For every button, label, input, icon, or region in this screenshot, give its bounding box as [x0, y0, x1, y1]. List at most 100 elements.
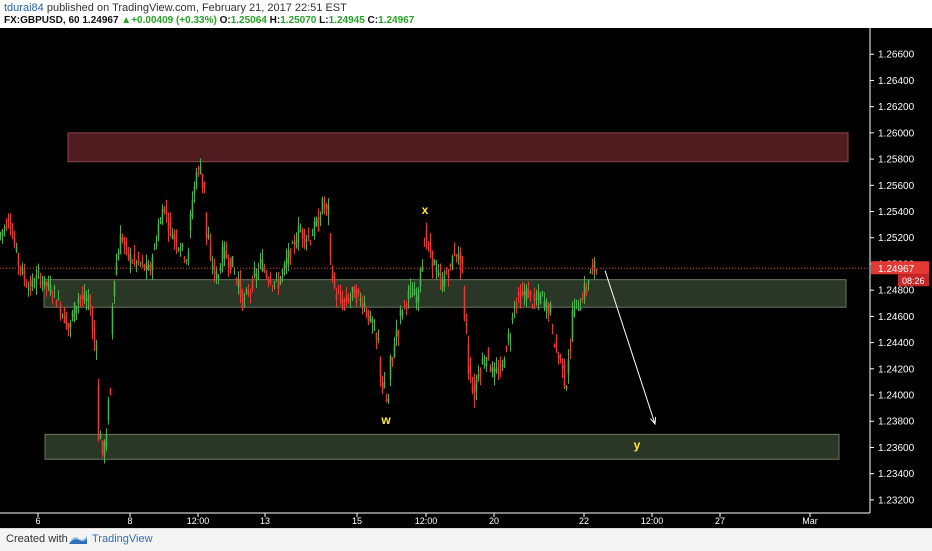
candle — [347, 293, 350, 304]
tradingview-brand-link[interactable]: TradingView — [92, 533, 153, 545]
projection-arrow[interactable] — [604, 270, 656, 425]
candle — [457, 246, 460, 265]
y-tick-label: 1.25400 — [878, 207, 915, 218]
candle — [87, 288, 90, 310]
arrow-head-icon — [650, 416, 657, 426]
candle — [323, 196, 326, 215]
candle — [475, 374, 478, 401]
candle — [207, 226, 210, 240]
candle — [281, 267, 284, 283]
candle — [405, 301, 408, 316]
candle — [131, 258, 134, 265]
candle — [311, 228, 314, 237]
countdown-label: 08:26 — [902, 276, 925, 286]
candle — [229, 257, 232, 274]
candle — [491, 361, 494, 378]
candle — [449, 263, 452, 271]
candle — [319, 211, 322, 227]
candle — [165, 199, 168, 223]
candle — [367, 309, 370, 326]
candle — [505, 345, 508, 353]
candle — [453, 242, 456, 257]
candle — [95, 339, 98, 361]
candle — [273, 280, 276, 290]
candle — [177, 247, 180, 253]
candle — [101, 439, 104, 458]
candle — [85, 290, 88, 311]
candle — [127, 246, 130, 261]
candle — [293, 234, 296, 255]
candle — [291, 240, 294, 245]
candle — [331, 265, 334, 284]
candle — [201, 173, 204, 194]
candle — [365, 306, 368, 319]
candle — [139, 261, 142, 268]
candle — [495, 357, 498, 374]
published-text: published on TradingView.com, February 2… — [46, 2, 347, 14]
candle — [469, 357, 472, 384]
candle — [519, 284, 522, 309]
y-tick-label: 1.26400 — [878, 76, 915, 87]
candle — [289, 247, 292, 266]
candle — [397, 329, 400, 346]
candle — [525, 284, 528, 307]
candle — [537, 284, 540, 310]
candle — [381, 375, 384, 395]
candle — [185, 259, 188, 265]
high-label: H: — [269, 15, 281, 26]
candle — [77, 292, 80, 314]
candle — [123, 236, 126, 255]
candle — [349, 292, 352, 309]
candle — [253, 261, 256, 279]
candle — [523, 283, 526, 306]
candle — [455, 253, 458, 263]
candle — [57, 290, 60, 301]
candle — [555, 333, 558, 353]
candle — [501, 359, 504, 372]
candle — [161, 204, 164, 225]
x-tick-label: 15 — [352, 516, 362, 526]
candle — [13, 230, 16, 248]
wave-label-w[interactable]: w — [380, 413, 391, 427]
candle — [551, 323, 554, 335]
candle — [171, 227, 174, 240]
candle — [435, 260, 438, 280]
x-axis-background — [0, 513, 932, 528]
symbol-label: FX:GBPUSD, 60 — [4, 15, 80, 26]
wave-label-y[interactable]: y — [634, 438, 641, 452]
candle — [97, 378, 100, 442]
candle — [401, 308, 404, 320]
candle — [189, 209, 192, 239]
tradingview-logo-icon[interactable] — [68, 532, 88, 546]
chart-area[interactable]: x w y 1.26600 1.26400 1.26200 1.26000 1.25800 1… — [0, 28, 932, 528]
candle — [387, 393, 390, 404]
y-tick-label: 1.24600 — [878, 312, 915, 323]
candle — [279, 275, 282, 286]
ohlc-legend: FX:GBPUSD, 60 1.24967 ▲+0.00409 (+0.33%)… — [4, 15, 414, 26]
low-label: L: — [319, 15, 329, 26]
candle — [359, 292, 362, 307]
candle — [251, 275, 254, 293]
candle — [11, 223, 14, 240]
price-chart[interactable]: x w y 1.26600 1.26400 1.26200 1.26000 1.25800 1… — [0, 28, 932, 528]
x-tick-label: 22 — [579, 516, 589, 526]
candle — [467, 335, 470, 380]
candle — [51, 289, 54, 305]
candle — [19, 265, 22, 277]
candle — [167, 212, 170, 242]
candle — [429, 233, 432, 259]
wave-label-x[interactable]: x — [422, 203, 429, 217]
current-price-label: 1.24967 — [878, 264, 915, 275]
countdown-badge — [898, 274, 929, 287]
author-name[interactable]: tdurai84 — [4, 2, 44, 14]
candle — [277, 271, 280, 295]
support-zone[interactable] — [44, 433, 840, 460]
triangle-up-icon: ▲ — [121, 15, 132, 26]
resistance-zone[interactable] — [67, 132, 849, 163]
candle — [567, 349, 570, 384]
candle — [99, 430, 102, 440]
candle — [529, 290, 532, 302]
candle — [547, 302, 550, 322]
candle — [325, 202, 328, 217]
candle — [45, 281, 48, 297]
